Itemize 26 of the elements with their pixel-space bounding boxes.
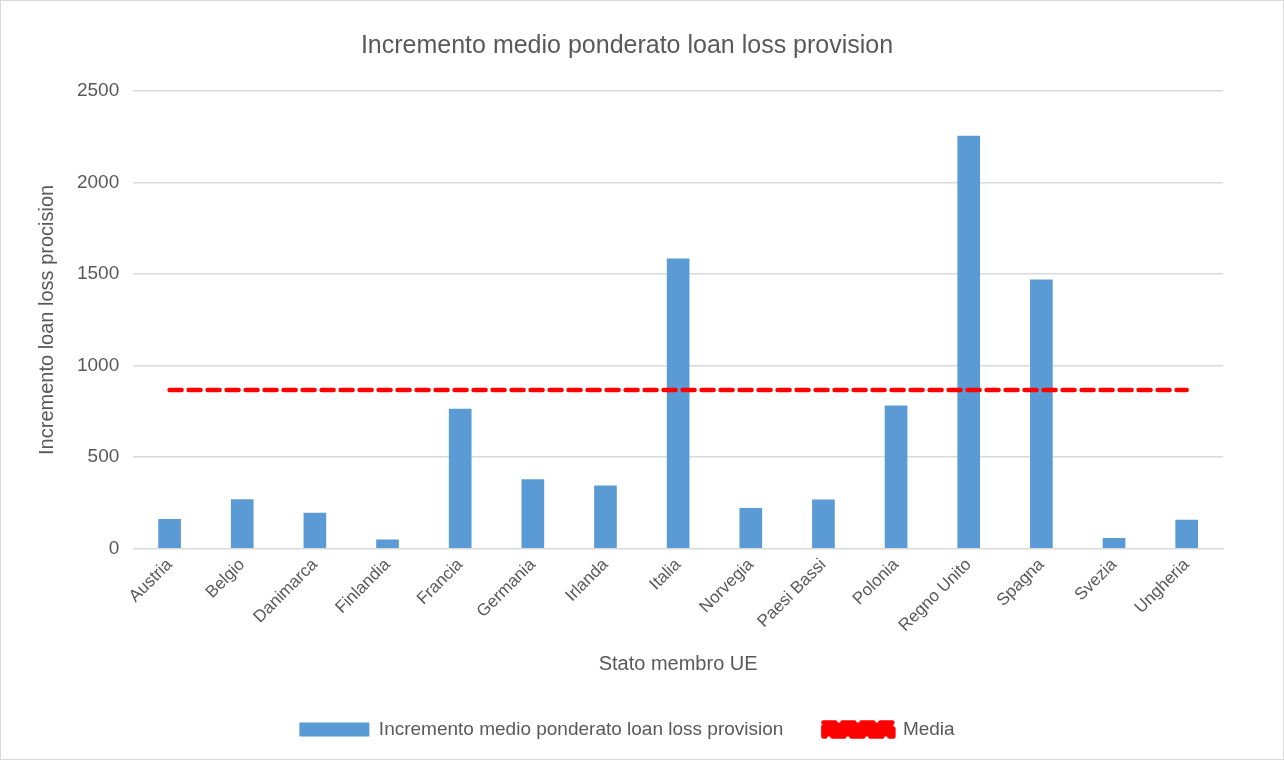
bar bbox=[1102, 537, 1126, 548]
bar bbox=[230, 499, 254, 548]
x-axis-title: Stato membro UE bbox=[598, 651, 758, 674]
y-tick-label: 2000 bbox=[76, 170, 120, 192]
bar bbox=[957, 135, 981, 548]
bar bbox=[1030, 279, 1053, 548]
y-tick-label: 2500 bbox=[76, 79, 120, 101]
bar bbox=[812, 499, 835, 548]
bar bbox=[739, 507, 763, 548]
chart-title: Incremento medio ponderato loan loss provision bbox=[360, 29, 894, 58]
bar bbox=[376, 539, 399, 548]
y-tick-label: 1500 bbox=[76, 262, 120, 284]
bar bbox=[521, 479, 545, 548]
legend-label: Media bbox=[902, 717, 956, 739]
y-tick-label: 0 bbox=[108, 536, 120, 558]
bar bbox=[884, 405, 908, 548]
bar bbox=[594, 485, 617, 548]
bar bbox=[666, 258, 690, 548]
bar bbox=[303, 512, 327, 548]
bar bbox=[1175, 519, 1199, 548]
bar bbox=[448, 408, 472, 548]
y-tick-label: 1000 bbox=[76, 353, 120, 375]
y-tick-label: 500 bbox=[87, 445, 120, 467]
bar bbox=[158, 519, 181, 548]
y-axis-title: Incremento loan loss procision bbox=[34, 184, 57, 455]
legend-label: Incremento medio ponderato loan loss provision bbox=[378, 717, 784, 739]
